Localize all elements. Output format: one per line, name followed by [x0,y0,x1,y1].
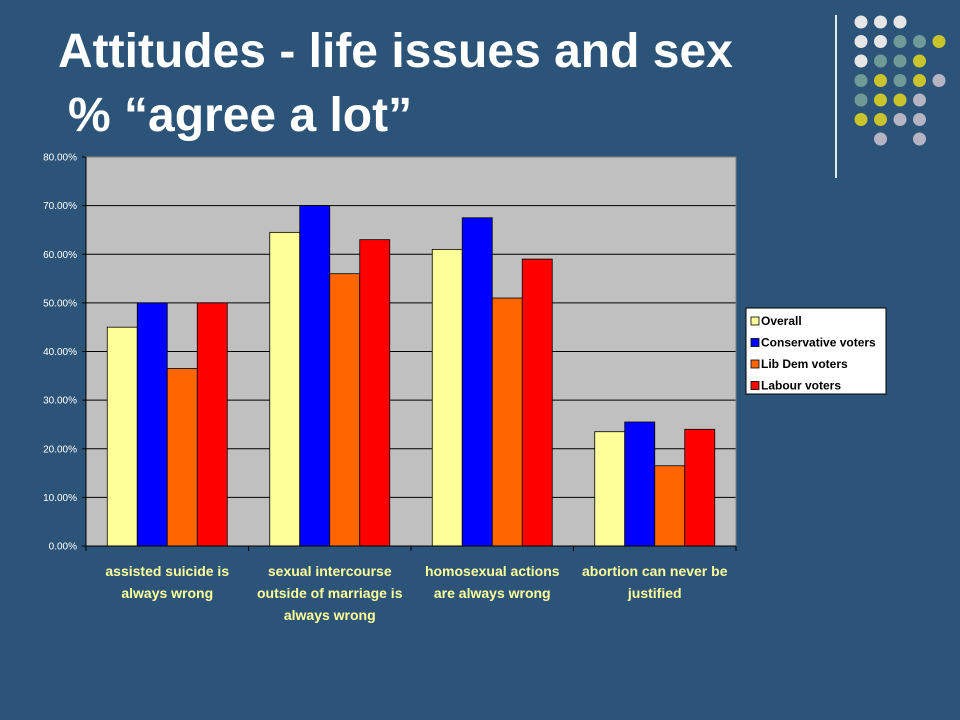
y-tick-label: 80.00% [43,153,77,164]
decor-dot [874,35,887,48]
bar [684,428,716,547]
bar [461,217,493,547]
y-tick-label: 10.00% [43,493,77,504]
decor-dot [854,74,868,87]
decorative-dot-grid [854,15,946,146]
decor-dot [932,74,946,87]
decor-dot [893,54,907,68]
decor-dot [854,15,868,29]
decor-dot [893,74,907,87]
decor-dot [874,15,887,29]
bar [106,326,138,547]
category-label: always wrong [121,585,213,601]
legend-label: Overall [761,314,802,328]
legend-label: Labour voters [761,379,841,393]
legend-swatch [750,338,760,347]
decorative-divider [835,15,837,178]
y-tick-label: 70.00% [43,201,77,212]
bar [521,258,553,547]
decor-dot [893,35,907,48]
category-label: homosexual actions [425,563,560,579]
bar [431,248,463,547]
bar [136,302,168,547]
decor-dot [913,35,926,48]
legend-swatch [750,359,760,369]
decor-dot [874,93,887,107]
y-tick-label: 20.00% [43,444,77,455]
bar-chart: 0.00% 10.00% 20.00% 30.00% 40.00% 50.00% 60.00… [43,153,887,623]
bar [269,231,301,547]
y-tick-label: 60.00% [43,250,77,261]
category-label: assisted suicide is [105,563,229,579]
legend-box [745,307,887,395]
decor-dot [913,74,926,87]
legend-label: Lib Dem voters [761,357,848,371]
decor-dot [874,113,887,126]
category-label: outside of marriage is [257,585,403,601]
decor-dot [854,113,868,126]
decor-dot [893,113,907,126]
legend-swatch [750,381,760,390]
bar [359,239,391,547]
decor-dot [932,35,946,48]
category-label: abortion can never be [582,563,728,579]
decor-dot [913,113,926,126]
y-tick-label: 50.00% [43,298,77,309]
decor-dot [854,93,868,107]
bar [329,273,361,547]
category-label: are always wrong [434,585,551,601]
decor-dot [854,35,868,48]
y-tick-label: 0.00% [49,542,77,553]
decor-dot [874,54,887,68]
y-tick-label: 40.00% [43,347,77,358]
bar [624,421,656,547]
decor-dot [874,132,887,146]
decor-dot [854,54,868,68]
decor-dot [893,93,907,107]
bar [166,368,198,547]
bar [654,465,686,547]
decor-dot [913,54,926,68]
bar [594,431,626,547]
bar [491,297,523,547]
decor-dot [913,93,926,107]
bar [299,205,331,547]
slide-title-line-1: Attitudes - life issues and sex [58,25,733,78]
legend-swatch [750,316,760,326]
bar [196,302,228,547]
category-label: always wrong [284,607,376,623]
legend-label: Conservative voters [761,336,876,350]
y-tick-label: 30.00% [43,396,77,407]
decor-dot [874,74,887,87]
slide-title-line-2: % “agree a lot” [68,89,413,142]
category-label: sexual intercourse [268,563,392,579]
decor-dot [893,15,907,29]
category-label: justified [627,585,682,601]
decor-dot [913,132,926,146]
